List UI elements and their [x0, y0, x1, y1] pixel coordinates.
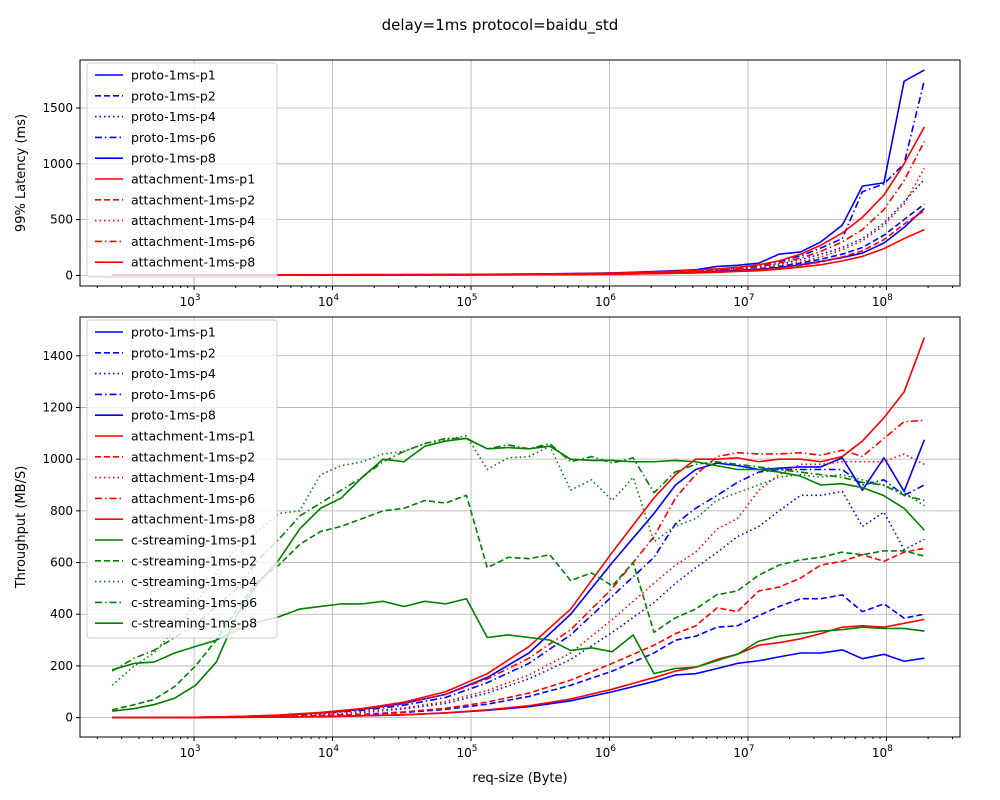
y-tick-label: 1000 — [42, 157, 73, 171]
legend-entry-proto-1ms-p8: proto-1ms-p8 — [131, 151, 216, 166]
y-tick-label: 0 — [65, 711, 73, 725]
series-line-c-streaming-1ms-p6 — [111, 437, 925, 672]
series-line-attachment-1ms-p6 — [112, 141, 926, 276]
legend-entry-proto-1ms-p6: proto-1ms-p6 — [131, 387, 216, 402]
legend-entry-proto-1ms-p2: proto-1ms-p2 — [131, 345, 216, 360]
y-tick-label: 1200 — [42, 400, 73, 414]
legend-entry-attachment-1ms-p4: attachment-1ms-p4 — [131, 470, 255, 485]
y-axis-label: 99% Latency (ms) — [14, 114, 29, 232]
legend-entry-proto-1ms-p2: proto-1ms-p2 — [131, 88, 216, 103]
legend-entry-proto-1ms-p4: proto-1ms-p4 — [131, 366, 216, 381]
legend-entry-attachment-1ms-p6: attachment-1ms-p6 — [131, 234, 255, 249]
y-tick-label: 400 — [50, 607, 73, 621]
legend-entry-c-streaming-1ms-p1: c-streaming-1ms-p1 — [131, 533, 257, 548]
legend-entry-proto-1ms-p1: proto-1ms-p1 — [131, 325, 216, 340]
axes-frame — [79, 59, 961, 287]
y-axis-label: Throughput (MB/S) — [14, 466, 29, 590]
legend-entry-attachment-1ms-p1: attachment-1ms-p1 — [131, 429, 255, 444]
y-tick-label: 200 — [50, 659, 73, 673]
y-tick-label: 500 — [50, 213, 73, 227]
legend-entry-attachment-1ms-p8: attachment-1ms-p8 — [131, 512, 255, 527]
legend-entry-proto-1ms-p1: proto-1ms-p1 — [131, 68, 216, 83]
y-tick-label: 1500 — [42, 101, 73, 115]
legend-box — [86, 319, 278, 639]
axes-frame — [79, 316, 961, 738]
legend-entry-attachment-1ms-p1: attachment-1ms-p1 — [131, 172, 255, 187]
series-lines — [111, 337, 926, 719]
y-tick-label: 600 — [50, 556, 73, 570]
y-tick-label: 800 — [50, 504, 73, 518]
legend-entry-attachment-1ms-p8: attachment-1ms-p8 — [131, 255, 255, 270]
x-axis-label: req-size (Byte) — [472, 771, 567, 786]
legend-entry-attachment-1ms-p2: attachment-1ms-p2 — [131, 449, 255, 464]
throughput-subplot: 103 104 105 106 107 1080200400600800100012001… — [14, 316, 961, 786]
series-line-attachment-1ms-p8 — [112, 337, 926, 719]
legend-entry-proto-1ms-p4: proto-1ms-p4 — [131, 109, 216, 124]
series-line-attachment-1ms-p4 — [112, 453, 925, 719]
legend-entry-attachment-1ms-p6: attachment-1ms-p6 — [131, 491, 255, 506]
y-tick-label: 1400 — [42, 349, 73, 363]
legend-entry-c-streaming-1ms-p2: c-streaming-1ms-p2 — [131, 553, 257, 568]
legend-entry-c-streaming-1ms-p6: c-streaming-1ms-p6 — [131, 595, 257, 610]
legend-entry-proto-1ms-p6: proto-1ms-p6 — [131, 130, 216, 145]
y-tick-label: 0 — [65, 268, 73, 282]
legend-entry-c-streaming-1ms-p4: c-streaming-1ms-p4 — [131, 574, 257, 589]
legend: proto-1ms-p1 proto-1ms-p2 proto-1ms-p4 prot… — [86, 319, 278, 639]
legend: proto-1ms-p1 proto-1ms-p2 proto-1ms-p4 prot… — [86, 62, 278, 278]
legend-box — [86, 62, 278, 278]
figure-title: delay=1ms protocol=baidu_std — [382, 16, 619, 35]
legend-entry-attachment-1ms-p2: attachment-1ms-p2 — [131, 192, 255, 207]
y-tick-label: 1000 — [42, 452, 73, 466]
legend-entry-proto-1ms-p8: proto-1ms-p8 — [131, 408, 216, 423]
series-line-attachment-1ms-p8 — [112, 126, 926, 276]
legend-entry-attachment-1ms-p4: attachment-1ms-p4 — [131, 213, 255, 228]
series-line-proto-1ms-p6 — [112, 79, 926, 276]
series-lines — [112, 69, 926, 276]
legend-entry-c-streaming-1ms-p8: c-streaming-1ms-p8 — [131, 616, 257, 631]
